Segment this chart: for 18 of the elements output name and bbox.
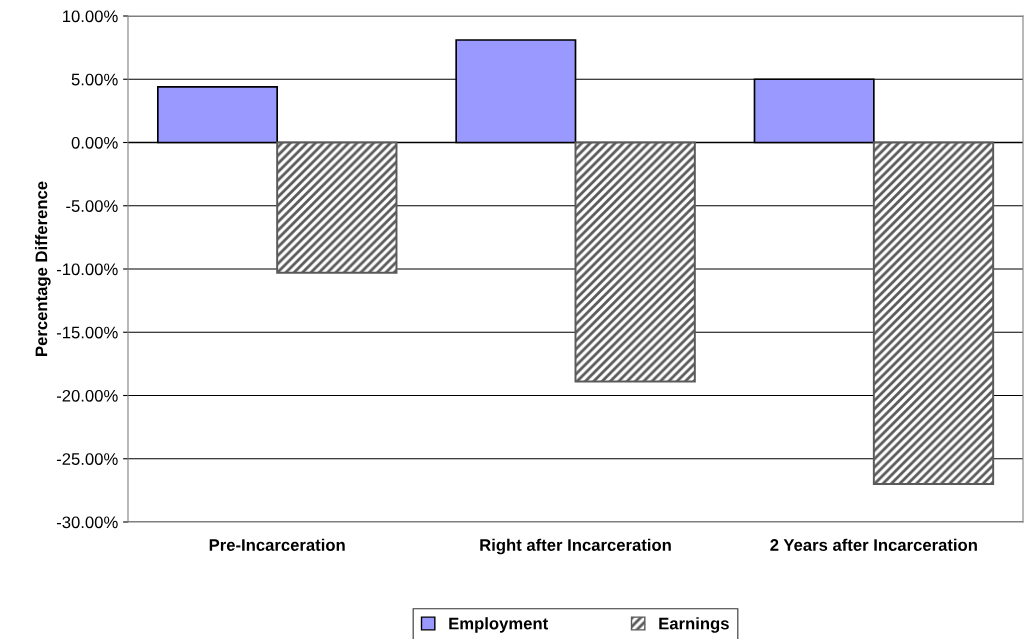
x-tick-label: Pre-Incarceration	[209, 538, 345, 551]
y-tick-label: -10.00%	[56, 263, 118, 276]
y-tick-label: -5.00%	[66, 200, 118, 212]
y-axis-title: Percentage Difference	[35, 181, 51, 356]
y-tick-label: -30.00%	[56, 516, 118, 529]
y-tick-label: -20.00%	[56, 389, 118, 402]
bar	[276, 141, 398, 274]
y-tick-label: 5.00%	[71, 73, 118, 86]
x-tick-label: 2 Years after Incarceration	[770, 538, 977, 551]
y-tick-label: 10.00%	[63, 10, 118, 23]
legend-label: Employment	[449, 617, 548, 633]
bar	[872, 141, 995, 486]
y-tick-label: -15.00%	[56, 326, 118, 339]
x-tick-label: Right after Incarceration	[480, 538, 671, 555]
legend-label: Earnings	[659, 617, 729, 633]
y-tick-label: -25.00%	[56, 453, 118, 465]
y-tick-label: 0.00%	[71, 136, 118, 149]
bar	[574, 141, 696, 383]
